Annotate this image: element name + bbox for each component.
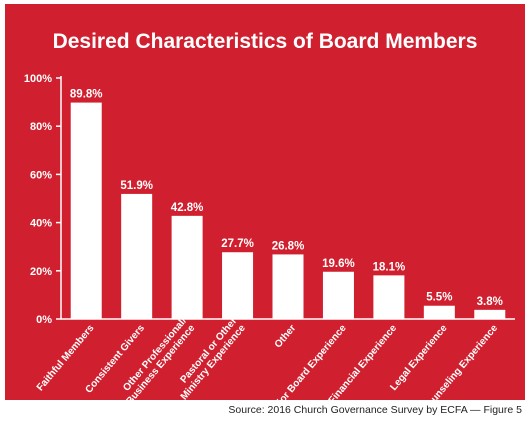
y-tick-label: 100% xyxy=(24,73,52,85)
bar-value-label: 42.8% xyxy=(171,202,204,214)
bar-value-label: 89.8% xyxy=(70,89,103,101)
bar xyxy=(171,215,203,319)
bar xyxy=(70,102,102,319)
y-tick-label: 0% xyxy=(36,314,52,326)
source-caption: Source: 2016 Church Governance Survey by… xyxy=(228,404,522,416)
y-tick-label: 40% xyxy=(30,218,52,230)
bar-value-label: 18.1% xyxy=(373,261,406,273)
bar xyxy=(121,193,153,319)
bar xyxy=(474,309,506,319)
y-tick-label: 20% xyxy=(30,266,52,278)
bar-value-label: 5.5% xyxy=(426,292,452,304)
bar-value-label: 19.6% xyxy=(322,258,355,270)
bar xyxy=(423,305,455,319)
bar xyxy=(373,275,405,319)
bar-value-label: 26.8% xyxy=(272,240,305,252)
chart-panel: 0% 20% 40% 60% 80% 100% 89.8% Faithful Members 5… xyxy=(5,4,525,400)
bar-value-label: 27.7% xyxy=(221,238,254,250)
chart-title: Desired Characteristics of Board Members xyxy=(52,30,478,53)
y-tick-label: 60% xyxy=(30,169,52,181)
bar xyxy=(322,271,354,319)
y-tick-label: 80% xyxy=(30,121,52,133)
bar-value-label: 51.9% xyxy=(120,180,153,192)
bar-chart: 0%20%40%60%80%100%89.8%Faithful Members5… xyxy=(5,4,525,400)
bar xyxy=(272,254,304,319)
bar xyxy=(222,252,254,319)
bar-value-label: 3.8% xyxy=(477,296,503,308)
